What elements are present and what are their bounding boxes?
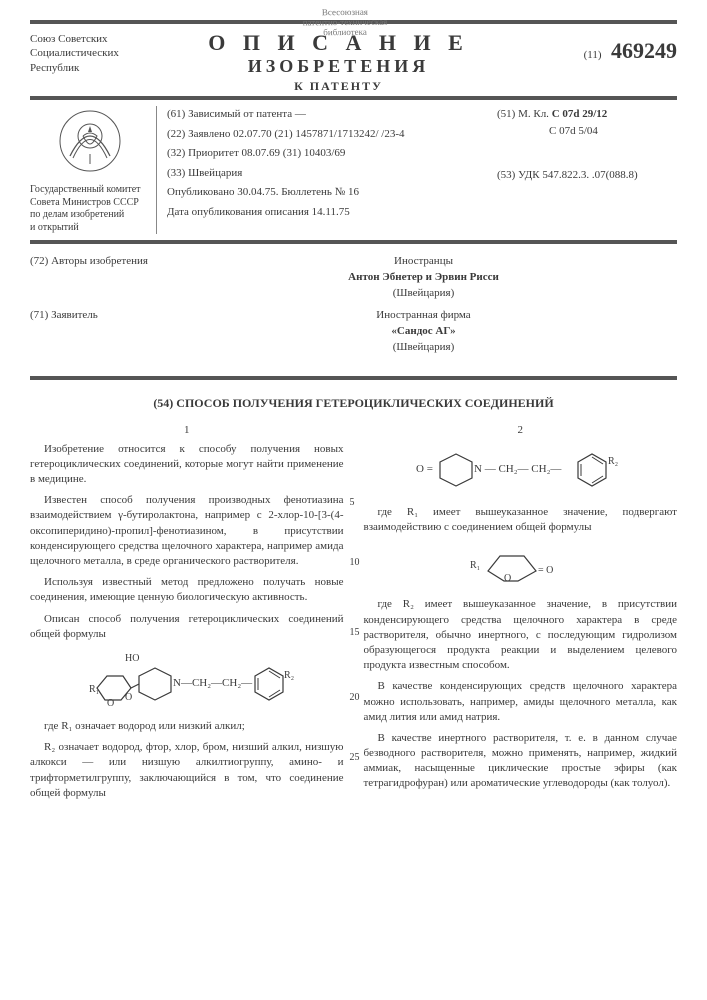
committee-l1: Государственный комитет [30, 184, 150, 197]
ussr-emblem-icon [55, 106, 125, 176]
issuer-block: Союз Советских Социалистических Республи… [30, 30, 150, 75]
ln-10: 10 [350, 558, 360, 568]
svg-text:R₁: R₁ [89, 684, 99, 695]
svg-text:O: O [107, 698, 114, 708]
svg-text:O: O [125, 692, 132, 703]
issuer-l2: Социалистических [30, 46, 150, 60]
authors-label: (72) Авторы изобретения [30, 254, 170, 302]
svg-text:R₂: R₂ [608, 456, 618, 467]
priority-country: (33) Швейцария [167, 165, 487, 182]
svg-text:O: O [504, 573, 511, 584]
col1-p5: где R₁ означает водород или низкий алкил… [30, 719, 344, 734]
authors-72a: Иностранцы [170, 254, 677, 270]
title-sub: ИЗОБРЕТЕНИЯ [150, 56, 527, 77]
applicant-val: Иностранная фирма «Сандос АГ» (Швейцария… [170, 308, 677, 356]
column-2: 5 10 15 20 25 2 O = N — CH₂— CH₂— R₂ где… [364, 423, 678, 807]
column-1: 1 Изобретение относится к способу получе… [30, 423, 344, 807]
formula-1: HO R₁ O O N—CH₂—CH₂— R₂ [30, 648, 344, 713]
col1-p1: Изобретение относится к способу получени… [30, 442, 344, 488]
mkl-label: (51) М. Кл. [497, 108, 549, 120]
ln-25: 25 [350, 753, 360, 763]
committee-l2: Совета Министров СССР [30, 197, 150, 210]
col2-p3: В качестве конденсирующих средств щелочн… [364, 679, 678, 725]
col2-p2: где R₂ имеет вышеуказанное значение, в п… [364, 597, 678, 673]
applicant-71c: (Швейцария) [170, 340, 677, 356]
committee-l4: и открытий [30, 222, 150, 235]
udk: 547.822.3. .07(088.8) [542, 169, 637, 181]
ln-5: 5 [350, 498, 355, 508]
dep-patent: (61) Зависимый от патента — [167, 106, 487, 123]
col1-p6: R₂ означает водород, фтор, хлор, бром, н… [30, 740, 344, 801]
udk-label: (53) УДК [497, 169, 540, 181]
col2-p4: В качестве инертного растворителя, т. е.… [364, 731, 678, 792]
svg-text:HO: HO [125, 653, 139, 664]
published: Опубликовано 30.04.75. Бюллетень № 16 [167, 184, 487, 201]
title-small: К ПАТЕНТУ [150, 79, 527, 94]
application: (22) Заявлено 02.07.70 (21) 1457871/1713… [167, 126, 487, 143]
col2-p1: где R₁ имеет вышеуказанное значение, под… [364, 505, 678, 535]
formula-2: O = N — CH₂— CH₂— R₂ [364, 444, 678, 499]
applicant-label: (71) Заявитель [30, 308, 170, 356]
body-columns: 1 Изобретение относится к способу получе… [30, 423, 677, 807]
svg-text:N—CH₂—CH₂—: N—CH₂—CH₂— [173, 677, 253, 689]
committee-l3: по делам изобретений [30, 209, 150, 222]
applicant-71a: Иностранная фирма [170, 308, 677, 324]
formula-3: R₁ O = O [364, 541, 678, 591]
authors-block: (72) Авторы изобретения Иностранцы Антон… [30, 254, 677, 380]
issuer-l3: Республик [30, 61, 150, 75]
col2-num: 2 [364, 423, 678, 438]
desc-date: Дата опубликования описания 14.11.75 [167, 204, 487, 221]
svg-text:= O: = O [538, 565, 553, 576]
col1-p2: Известен способ получения производных фе… [30, 493, 344, 569]
publication-number: (11) 469249 [527, 30, 677, 64]
ln-20: 20 [350, 693, 360, 703]
patent-page: Всесоюзная патентно-техническая библиоте… [0, 0, 707, 1000]
authors-72b: Антон Эбнетер и Эрвин Рисси [170, 270, 677, 286]
mkl2: C 07d 5/04 [497, 123, 677, 140]
issuer-l1: Союз Советских [30, 32, 150, 46]
svg-text:O =: O = [416, 463, 433, 475]
udk-row: (53) УДК 547.822.3. .07(088.8) [497, 167, 677, 184]
biblio-right: (51) М. Кл. C 07d 29/12 C 07d 5/04 (53) … [487, 106, 677, 234]
authors-val: Иностранцы Антон Эбнетер и Эрвин Рисси (… [170, 254, 677, 302]
emblem-col: Государственный комитет Совета Министров… [30, 106, 156, 234]
svg-text:N — CH₂— CH₂—: N — CH₂— CH₂— [474, 463, 562, 475]
title-block: О П И С А Н И Е ИЗОБРЕТЕНИЯ К ПАТЕНТУ [150, 30, 527, 94]
svg-text:R₂: R₂ [284, 670, 294, 681]
invention-title: (54) СПОСОБ ПОЛУЧЕНИЯ ГЕТЕРОЦИКЛИЧЕСКИХ … [30, 396, 677, 411]
authors-72c: (Швейцария) [170, 286, 677, 302]
priority: (32) Приоритет 08.07.69 (31) 10403/69 [167, 145, 487, 162]
ln-15: 15 [350, 628, 360, 638]
biblio-row: Государственный комитет Совета Министров… [30, 106, 677, 244]
col1-p4: Описан способ получения гетероциклически… [30, 612, 344, 642]
biblio-left: (61) Зависимый от патента — (22) Заявлен… [156, 106, 487, 234]
pub-code: (11) [584, 49, 602, 61]
col1-num: 1 [30, 423, 344, 438]
svg-text:R₁: R₁ [470, 560, 480, 571]
mkl-row: (51) М. Кл. C 07d 29/12 [497, 106, 677, 123]
applicant-71b: «Сандос АГ» [170, 324, 677, 340]
mkl1: C 07d 29/12 [552, 108, 608, 120]
stamp-l3: библиотека [290, 27, 400, 38]
pub-number: 469249 [611, 38, 677, 63]
col1-p3: Используя известный метод предложено пол… [30, 575, 344, 605]
library-stamp: Всесоюзная патентно-техническая библиоте… [290, 8, 400, 39]
